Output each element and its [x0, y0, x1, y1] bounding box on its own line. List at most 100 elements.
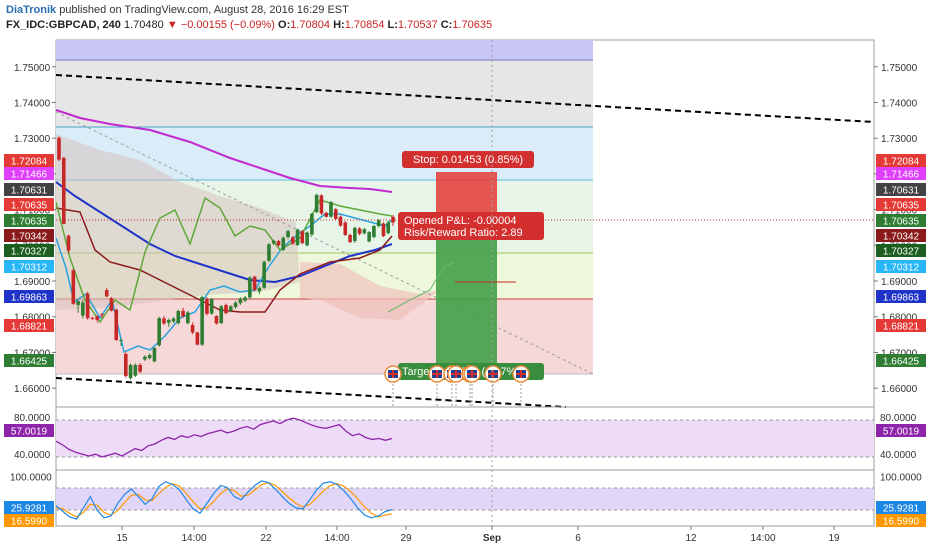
- candle-body: [372, 226, 376, 238]
- time-tick-label: 15: [116, 533, 128, 544]
- candle-body: [248, 277, 252, 298]
- price-badge: [876, 354, 926, 367]
- rsi-tick-label: 80.0000: [880, 413, 917, 424]
- price-badge: [4, 354, 54, 367]
- candle-body: [224, 304, 228, 314]
- price-tick-label: 1.67000: [14, 348, 51, 359]
- candle-body: [367, 232, 371, 242]
- price-tick-label: 1.75000: [881, 63, 918, 74]
- price-badge: [876, 183, 926, 196]
- candle-body: [176, 311, 181, 324]
- candle-body: [386, 222, 391, 234]
- price-tick-label: 1.69000: [14, 277, 51, 288]
- price-change: −0.00155 (−0.09%): [180, 19, 275, 31]
- ichimoku-cloud-right: [300, 262, 440, 320]
- price-badge-label: 1.69863: [11, 293, 48, 304]
- time-tick-label: 29: [400, 533, 412, 544]
- candle-body: [214, 316, 219, 324]
- price-badge-label: 1.72084: [883, 157, 920, 168]
- candle-body: [262, 261, 266, 288]
- event-markers[interactable]: [384, 365, 530, 406]
- candle-body: [162, 318, 166, 324]
- stoch-badge: [4, 501, 54, 514]
- candle-body: [238, 298, 243, 304]
- price-badge: [876, 167, 926, 180]
- price-badge-label: 1.70631: [883, 186, 920, 197]
- low-label: L:: [387, 19, 398, 31]
- candle-body: [353, 227, 357, 242]
- open-label: O:: [278, 19, 291, 31]
- high-value: 1.70854: [344, 19, 385, 31]
- time-tick-label: 14:00: [324, 533, 349, 544]
- price-tick-label: 1.69000: [881, 277, 918, 288]
- candle-body: [286, 231, 290, 238]
- stoch-badge-label: 25.9281: [883, 504, 920, 515]
- stoch-tick-label: 100.0000: [10, 472, 52, 483]
- candle-body: [195, 332, 200, 345]
- price-badge-label: 1.70342: [11, 232, 48, 243]
- price-badge-label: 1.66425: [883, 357, 920, 368]
- price-badge-label: 1.70342: [883, 232, 920, 243]
- price-tick-label: 1.66000: [14, 384, 51, 395]
- candle-body: [104, 289, 109, 297]
- fib-band-red: [56, 299, 593, 374]
- fib-band-grey: [56, 60, 593, 127]
- candle-body: [128, 364, 133, 379]
- stoch-badge: [876, 501, 926, 514]
- price-badge-label: 1.70635: [11, 201, 48, 212]
- candle-body: [310, 213, 314, 235]
- down-arrow-icon: ▼: [166, 19, 178, 31]
- stoch-band: [56, 488, 874, 510]
- candle-body: [81, 302, 85, 316]
- candle-body: [181, 310, 185, 317]
- price-badge-label: 1.70312: [883, 263, 920, 274]
- candle-body: [267, 244, 271, 261]
- price-tick-label: 1.68000: [881, 313, 918, 324]
- price-badge: [4, 319, 54, 332]
- candle-body: [319, 195, 324, 214]
- rsi-badge: [4, 424, 54, 437]
- price-badge-label: 1.70635: [883, 217, 920, 228]
- candle-body: [143, 356, 147, 360]
- last-price: 1.70480: [123, 19, 164, 31]
- rsi-badge-label: 57.0019: [883, 427, 920, 438]
- price-badge-label: 1.71466: [11, 170, 48, 181]
- time-tick-label: Sep: [483, 533, 501, 544]
- candle-body: [291, 237, 295, 244]
- candle-body: [228, 306, 233, 312]
- time-tick-label: 19: [828, 533, 840, 544]
- candle-body: [138, 364, 142, 372]
- price-badge: [4, 229, 54, 242]
- published-text: published on TradingView.com, August 28,…: [59, 4, 349, 16]
- stoch-badge: [876, 514, 926, 527]
- candle-body: [348, 234, 352, 243]
- price-tick-label: 1.71000: [881, 206, 918, 217]
- price-badge: [4, 244, 54, 257]
- ma-magenta-line: [55, 109, 393, 193]
- price-badge: [876, 244, 926, 257]
- stoch-k-line: [55, 480, 393, 520]
- candle-body: [281, 237, 286, 250]
- low-value: 1.70537: [397, 19, 438, 31]
- upper-trend-line: [55, 74, 875, 123]
- price-tick-label: 1.74000: [881, 98, 918, 109]
- stoch-tick-label: 100.0000: [880, 472, 922, 483]
- price-tick-label: 1.74000: [14, 98, 51, 109]
- candle-body: [119, 339, 123, 341]
- rsi-band: [56, 420, 874, 457]
- candle-body: [233, 302, 238, 308]
- time-tick-label: 22: [260, 533, 272, 544]
- time-axis[interactable]: 15 14:00 22 14:00 29 Sep 6 12 14:00 19: [116, 40, 840, 544]
- price-badge-label: 1.70327: [883, 247, 920, 258]
- symbol-header: FX_IDC:GBPCAD, 240 1.70480 ▼ −0.00155 (−…: [6, 19, 492, 31]
- price-badge: [4, 198, 54, 211]
- stop-label: Stop: 0.01453 (0.85%): [413, 154, 523, 166]
- candle-body: [243, 297, 247, 301]
- candle-body: [257, 287, 262, 292]
- price-tick-label: 1.73000: [881, 134, 918, 145]
- author-name[interactable]: DiaTronik: [6, 4, 57, 16]
- price-badge: [4, 260, 54, 273]
- ichimoku-cloud-left: [56, 134, 300, 310]
- candle-body: [124, 353, 128, 377]
